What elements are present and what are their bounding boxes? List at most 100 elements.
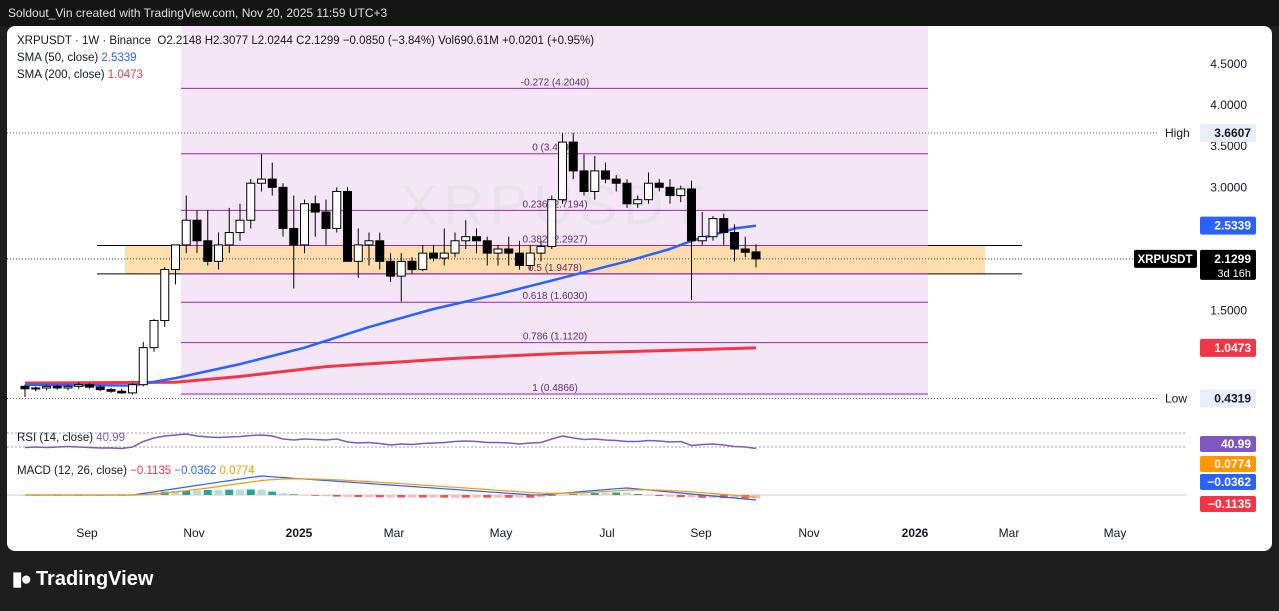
x-tick-label-10: May — [1104, 526, 1127, 540]
macd-histogram-bar-41 — [461, 495, 470, 498]
bottom-bar — [0, 551, 1279, 611]
candle-body-20 — [235, 219, 245, 234]
candle-body-11 — [138, 347, 148, 386]
symbol-legend: XRPUSDT · 1W · Binance O2.2148 H2.3077 L… — [17, 35, 594, 47]
macd-histogram-bar-29 — [332, 495, 341, 497]
rsi-axis-value: 40.99 — [1221, 437, 1251, 451]
candle-body-0 — [20, 385, 30, 390]
sma200-legend[interactable]: SMA (200, close) 1.0473 — [17, 69, 143, 81]
candle-body-47 — [525, 252, 535, 266]
last-price-badge — [1200, 249, 1256, 280]
candle-body-60 — [665, 186, 675, 197]
candle-body-12 — [149, 320, 159, 349]
macd-histogram-bar-63 — [698, 495, 707, 498]
macd-histogram-bar-54 — [601, 492, 610, 495]
candle-body-15 — [181, 219, 191, 246]
brand-name: TradingView — [35, 568, 154, 590]
chart-panel[interactable]: XRPUSDT -0.272 (4.2040)0 (3.4091)0.236 (… — [7, 26, 1272, 551]
candle-body-6 — [85, 384, 94, 388]
fib-label-6: 0.786 (1.1120) — [523, 332, 587, 343]
macd-histogram-bar-39 — [440, 495, 449, 498]
macd-histogram-bar-46 — [515, 495, 524, 498]
candle-body-49 — [547, 199, 557, 248]
macd-histogram-bar-32 — [365, 495, 373, 498]
macd-histogram-bar-42 — [472, 495, 481, 498]
macd-histogram-bar-47 — [526, 495, 535, 498]
candle-body-67 — [740, 248, 750, 253]
macd-histogram-bar-50 — [558, 494, 567, 496]
x-tick-label-3: Mar — [384, 526, 405, 540]
candle-body-32 — [364, 240, 374, 246]
candle-body-1 — [31, 387, 41, 390]
macd-histogram-bar-16 — [193, 490, 201, 495]
macd-histogram-bar-36 — [408, 495, 416, 498]
sma50-value: 2.5339 — [101, 52, 137, 64]
candle-body-13 — [160, 269, 170, 322]
x-tick-label-4: May — [490, 526, 513, 540]
fib-label-4: 0.5 (1.9478) — [528, 263, 582, 274]
price-chart[interactable]: XRPUSDT -0.272 (4.2040)0 (3.4091)0.236 (… — [7, 26, 1272, 551]
bar-countdown: 3d 16h — [1217, 268, 1251, 280]
y-tick-label-1: 4.0000 — [1210, 98, 1247, 112]
candle-body-62 — [687, 188, 696, 242]
macd-histogram-bar-57 — [633, 494, 642, 495]
fib-label-5: 0.618 (1.6030) — [522, 291, 587, 302]
sma50-legend[interactable]: SMA (50, close) 2.5339 — [17, 52, 137, 64]
sma200-line — [24, 346, 757, 385]
macd-histogram-bar-33 — [375, 495, 384, 498]
sma200-badge — [1200, 338, 1256, 357]
macd-histogram-bar-45 — [504, 495, 513, 498]
macd-histogram-bar-37 — [418, 495, 427, 498]
macd-histogram-bar-53 — [590, 493, 599, 495]
candle-body-14 — [171, 244, 180, 271]
tradingview-logo-icon: ▮● — [12, 569, 32, 590]
candle-body-57 — [633, 199, 643, 205]
candle-body-64 — [708, 218, 718, 238]
macd-histogram-bar-55 — [612, 492, 621, 495]
macd-histogram-bar-19 — [225, 489, 234, 495]
tradingview-logo[interactable]: ▮● TradingView — [12, 568, 153, 591]
macd-histogram-bar-14 — [171, 491, 180, 495]
candle-body-63 — [697, 236, 707, 242]
macd-histogram-bar-56 — [623, 492, 631, 495]
candle-body-28 — [321, 211, 331, 229]
candle-body-41 — [461, 236, 471, 242]
candle-body-37 — [418, 252, 428, 271]
macd-histogram-bar-22 — [257, 489, 266, 495]
macd-label: MACD (12, 26, close) — [17, 465, 127, 477]
candle-body-61 — [676, 188, 686, 197]
macd-axis-value: −0.0362 — [1207, 475, 1251, 489]
macd-signal-line — [25, 478, 757, 498]
macd-histogram-bar-26 — [300, 495, 309, 496]
candle-body-8 — [106, 389, 116, 392]
x-tick-label-5: Jul — [599, 526, 614, 540]
signal-axis-value: 0.0774 — [1214, 457, 1251, 471]
low-badge — [1200, 389, 1256, 408]
candle-body-44 — [493, 248, 503, 254]
macd-line — [25, 475, 757, 501]
macd-value-1: −0.1135 — [130, 465, 172, 477]
signal-axis-badge — [1200, 456, 1256, 472]
rsi-legend[interactable]: RSI (14, close) 40.99 — [17, 432, 125, 444]
x-tick-label-1: Nov — [183, 526, 204, 540]
macd-histogram-bar-18 — [214, 489, 223, 495]
candle-body-48 — [536, 246, 546, 254]
candle-body-5 — [74, 384, 84, 387]
candle-body-59 — [654, 182, 664, 188]
credit-text: Soldout_Vin created with TradingView.com… — [8, 6, 388, 20]
high-value: 3.6607 — [1214, 126, 1251, 140]
x-tick-label-6: Sep — [690, 526, 712, 540]
macd-histogram-bar-43 — [483, 495, 492, 498]
low-label: Low — [1165, 391, 1187, 405]
macd-histogram-bar-23 — [268, 491, 277, 495]
macd-histogram-bar-24 — [279, 493, 287, 495]
symbol-name[interactable]: XRPUSDT · 1W · Binance — [17, 35, 151, 47]
candle-body-51 — [568, 141, 578, 172]
candle-body-42 — [472, 236, 481, 242]
hist-axis-badge — [1200, 496, 1256, 512]
candle-body-26 — [300, 203, 309, 246]
macd-legend[interactable]: MACD (12, 26, close) −0.1135 −0.0362 0.0… — [17, 465, 255, 477]
candle-body-50 — [558, 141, 567, 201]
fib-label-0: -0.272 (4.2040) — [521, 77, 589, 88]
candle-body-31 — [353, 244, 363, 262]
